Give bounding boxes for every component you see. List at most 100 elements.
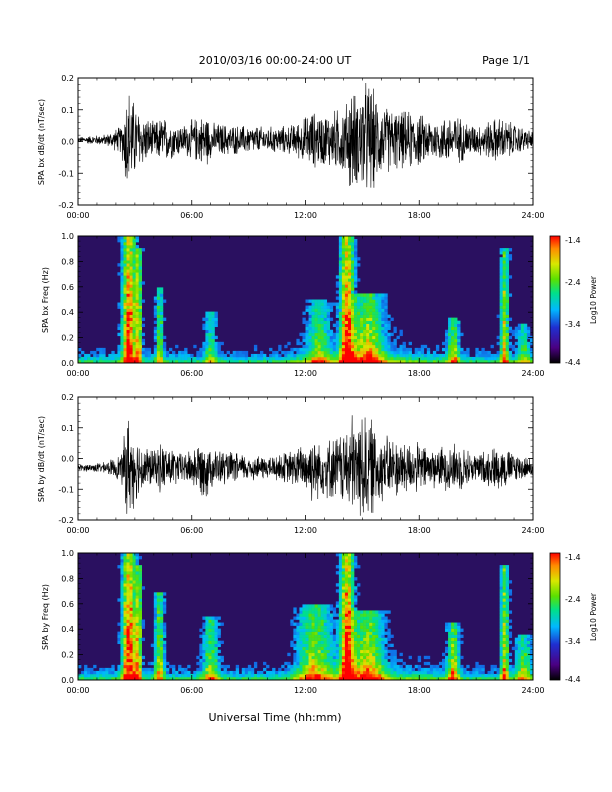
heatmap-cell [393, 338, 397, 343]
heatmap-cell [454, 356, 458, 361]
heatmap-cell [199, 643, 203, 648]
heatmap-cell [111, 350, 115, 355]
heatmap-cell [205, 670, 209, 675]
heatmap-cell [520, 323, 525, 328]
heatmap-cell [499, 589, 503, 593]
heatmap-cell [448, 344, 452, 349]
heatmap-cell [381, 640, 385, 645]
heatmap-cell [529, 353, 534, 358]
heatmap-cell [135, 284, 139, 288]
heatmap-cell [357, 302, 361, 306]
heatmap-cell [338, 296, 343, 300]
heatmap-cell [129, 664, 133, 669]
heatmap-cell [129, 329, 133, 334]
heatmap-cell [126, 583, 130, 587]
heatmap-cell [132, 278, 136, 282]
heatmap-cell [275, 356, 279, 361]
heatmap-cell [135, 571, 139, 575]
heatmap-cell [423, 344, 428, 349]
heatmap-cell [378, 323, 382, 328]
heatmap-cell [384, 335, 388, 340]
x-tick-label: 12:00 [294, 526, 317, 535]
heatmap-cell [129, 332, 133, 337]
heatmap-cell [384, 658, 388, 663]
heatmap-cell [354, 359, 358, 364]
heatmap-cell [347, 646, 352, 651]
heatmap-cell [514, 676, 519, 681]
heatmap-cell [523, 347, 528, 352]
heatmap-cell [529, 643, 534, 648]
heatmap-cell [102, 356, 106, 361]
heatmap-cell [284, 353, 288, 358]
heatmap-cell [478, 359, 482, 364]
heatmap-cell [351, 553, 355, 557]
heatmap-cell [338, 562, 343, 566]
heatmap-cell [287, 670, 291, 675]
heatmap-cell [363, 655, 367, 660]
heatmap-cell [378, 610, 382, 614]
heatmap-cell [126, 649, 130, 654]
heatmap-cell [138, 269, 142, 273]
heatmap-cell [326, 314, 331, 318]
heatmap-cell [311, 652, 315, 657]
heatmap-cell [357, 640, 361, 645]
heatmap-cell [117, 631, 121, 635]
heatmap-cell [347, 251, 352, 255]
heatmap-cell [526, 341, 531, 346]
heatmap-cell [387, 655, 391, 660]
heatmap-cell [202, 350, 206, 355]
heatmap-cell [220, 676, 224, 681]
heatmap-cell [344, 308, 349, 312]
heatmap-cell [360, 610, 364, 614]
heatmap-cell [184, 347, 188, 352]
heatmap-cell [338, 278, 343, 282]
heatmap-cell [123, 610, 127, 614]
heatmap-cell [320, 299, 324, 303]
heatmap-cell [347, 332, 352, 337]
heatmap-cell [511, 667, 516, 672]
heatmap-cell [329, 646, 334, 651]
heatmap-cell [423, 667, 428, 672]
heatmap-cell [314, 356, 318, 361]
heatmap-cell [135, 254, 139, 258]
heatmap-cell [451, 359, 455, 364]
heatmap-cell [520, 646, 525, 651]
heatmap-cell [508, 317, 513, 321]
heatmap-cell [335, 332, 340, 337]
heatmap-cell [117, 634, 121, 638]
x-tick-label: 24:00 [521, 526, 544, 535]
heatmap-cell [381, 308, 385, 312]
heatmap-cell [126, 236, 130, 240]
heatmap-cell [393, 664, 397, 669]
heatmap-cell [123, 604, 127, 608]
heatmap-cell [123, 320, 127, 324]
heatmap-cell [238, 359, 243, 364]
heatmap-cell [302, 613, 306, 617]
heatmap-cell [159, 637, 164, 641]
heatmap-cell [378, 661, 382, 666]
heatmap-cell [117, 356, 121, 361]
heatmap-cell [341, 598, 346, 602]
heatmap-cell [123, 323, 127, 328]
heatmap-cell [363, 643, 367, 648]
heatmap-cell [153, 658, 158, 663]
heatmap-cell [457, 344, 461, 349]
heatmap-cell [493, 353, 497, 358]
heatmap-cell [366, 356, 370, 361]
heatmap-cell [523, 332, 528, 337]
heatmap-cell [120, 257, 124, 261]
x-tick-label: 24:00 [521, 211, 544, 220]
heatmap-cell [126, 556, 130, 560]
heatmap-cell [372, 670, 376, 675]
heatmap-cell [360, 323, 364, 328]
heatmap-cell [172, 359, 176, 364]
heatmap-cell [496, 356, 500, 361]
heatmap-cell [111, 673, 115, 678]
heatmap-cell [357, 658, 361, 663]
heatmap-cell [335, 667, 340, 672]
heatmap-cell [211, 658, 215, 663]
heatmap-cell [81, 356, 85, 361]
heatmap-cell [205, 658, 209, 663]
heatmap-cell [505, 586, 510, 590]
heatmap-cell [153, 332, 158, 337]
